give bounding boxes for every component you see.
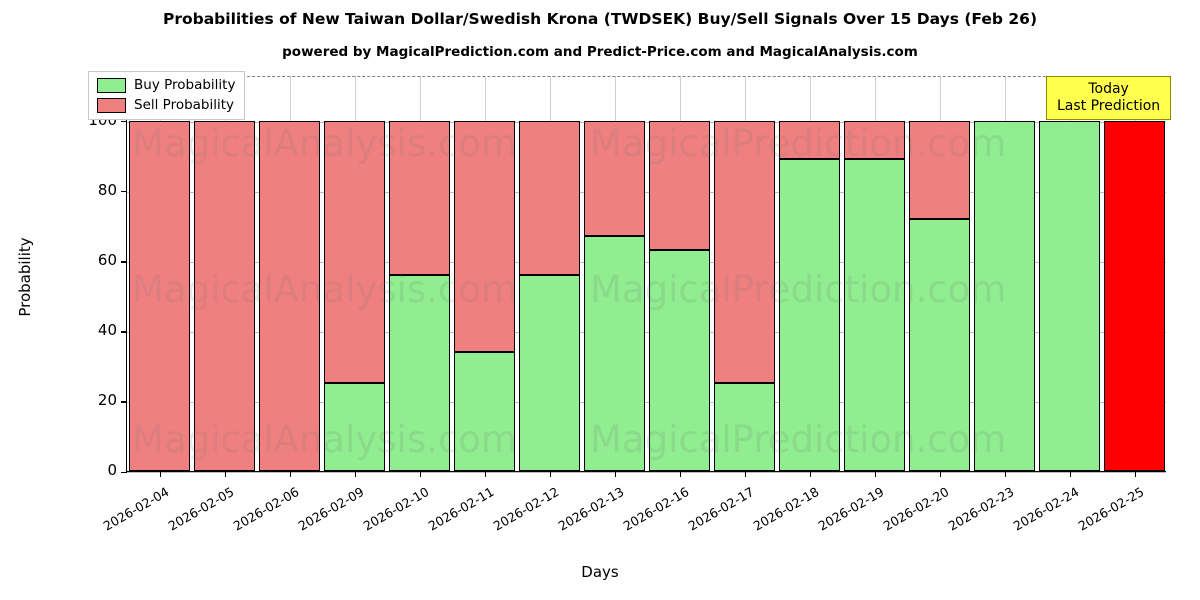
- bar-group[interactable]: [129, 76, 190, 471]
- bar-segment-buy[interactable]: [714, 383, 775, 471]
- today-annotation-line2: Last Prediction: [1057, 97, 1161, 114]
- bar-segment-sell[interactable]: [909, 120, 970, 219]
- x-tick-mark: [1134, 471, 1136, 477]
- legend-swatch-sell-icon: [97, 98, 126, 113]
- chart-title: Probabilities of New Taiwan Dollar/Swedi…: [162, 10, 1038, 28]
- bar-group[interactable]: [714, 76, 775, 471]
- x-tick-mark: [614, 471, 616, 477]
- bar-segment-buy[interactable]: [974, 120, 1035, 471]
- bar-group[interactable]: [389, 76, 450, 471]
- bar-group[interactable]: [194, 76, 255, 471]
- y-tick-label: 60: [97, 250, 117, 269]
- bar-segment-buy[interactable]: [454, 351, 515, 471]
- chart-legend: Buy Probability Sell Probability: [88, 71, 246, 120]
- legend-item-sell[interactable]: Sell Probability: [97, 98, 235, 113]
- x-tick-mark: [224, 471, 226, 477]
- bar-group[interactable]: [454, 76, 515, 471]
- bar-group[interactable]: [519, 76, 580, 471]
- bar-group[interactable]: [974, 76, 1035, 471]
- y-tick-mark: [121, 121, 127, 123]
- bar-segment-buy[interactable]: [519, 274, 580, 471]
- x-tick-mark: [419, 471, 421, 477]
- y-tick-mark: [121, 191, 127, 193]
- x-tick-mark: [159, 471, 161, 477]
- bar-group[interactable]: [1039, 76, 1100, 471]
- y-gridline: [127, 191, 1166, 193]
- bar-segment-sell[interactable]: [389, 120, 450, 275]
- bar-segment-buy[interactable]: [584, 236, 645, 471]
- reference-line: [127, 76, 1166, 77]
- y-tick-mark: [121, 261, 127, 263]
- bar-group[interactable]: [259, 76, 320, 471]
- x-tick-mark: [354, 471, 356, 477]
- x-tick-mark: [809, 471, 811, 477]
- x-tick-mark: [484, 471, 486, 477]
- bar-segment-sell[interactable]: [649, 120, 710, 251]
- bar-group[interactable]: [649, 76, 710, 471]
- y-tick-label: 40: [97, 320, 117, 339]
- y-tick-mark: [121, 401, 127, 403]
- bar-segment-sell[interactable]: [519, 120, 580, 275]
- bar-segment-buy[interactable]: [649, 250, 710, 471]
- today-annotation: Today Last Prediction: [1046, 76, 1172, 121]
- bar-segment-buy[interactable]: [324, 383, 385, 471]
- x-tick-mark: [1004, 471, 1006, 477]
- bar-today[interactable]: [1104, 120, 1165, 471]
- bar-segment-sell[interactable]: [454, 120, 515, 352]
- bar-segment-buy[interactable]: [779, 159, 840, 471]
- x-tick-mark: [744, 471, 746, 477]
- y-tick-mark: [121, 331, 127, 333]
- x-tick-mark: [939, 471, 941, 477]
- bar-group[interactable]: [844, 76, 905, 471]
- x-tick-mark: [289, 471, 291, 477]
- y-gridline: [127, 472, 1166, 473]
- x-tick-mark: [679, 471, 681, 477]
- bar-group[interactable]: [779, 76, 840, 471]
- x-tick-mark: [874, 471, 876, 477]
- legend-swatch-buy-icon: [97, 78, 126, 93]
- bar-segment-sell[interactable]: [584, 120, 645, 237]
- x-tick-mark: [549, 471, 551, 477]
- legend-label-buy: Buy Probability: [134, 76, 236, 93]
- today-annotation-line1: Today: [1088, 81, 1129, 97]
- chart-subtitle: powered by MagicalPrediction.com and Pre…: [282, 44, 918, 60]
- y-gridline: [127, 261, 1166, 263]
- y-gridline: [127, 121, 1166, 123]
- y-axis-title: Probability: [16, 237, 34, 317]
- x-tick-mark: [1069, 471, 1071, 477]
- y-gridline: [127, 331, 1166, 333]
- bar-segment-sell[interactable]: [779, 120, 840, 160]
- bar-segment-sell[interactable]: [259, 120, 320, 471]
- bar-segment-sell[interactable]: [194, 120, 255, 471]
- bar-group[interactable]: [324, 76, 385, 471]
- bar-group[interactable]: [909, 76, 970, 471]
- plot-area: 0204060801002026-02-042026-02-052026-02-…: [88, 76, 1166, 534]
- y-gridline: [127, 401, 1166, 403]
- y-tick-mark: [121, 471, 127, 473]
- bar-group[interactable]: [584, 76, 645, 471]
- x-axis-title: Days: [581, 563, 619, 581]
- legend-item-buy[interactable]: Buy Probability: [97, 78, 235, 93]
- y-tick-label: 80: [97, 180, 117, 199]
- bar-group[interactable]: [1104, 76, 1165, 471]
- bar-segment-sell[interactable]: [714, 120, 775, 384]
- bar-segment-buy[interactable]: [909, 218, 970, 471]
- bar-segment-buy[interactable]: [844, 159, 905, 471]
- bar-segment-sell[interactable]: [129, 120, 190, 471]
- bar-segment-buy[interactable]: [1039, 120, 1100, 471]
- bar-segment-buy[interactable]: [389, 274, 450, 471]
- bar-segment-sell[interactable]: [324, 120, 385, 384]
- y-tick-label: 20: [97, 390, 117, 409]
- legend-label-sell: Sell Probability: [134, 96, 235, 113]
- bar-segment-sell[interactable]: [844, 120, 905, 160]
- y-tick-label: 0: [107, 461, 117, 479]
